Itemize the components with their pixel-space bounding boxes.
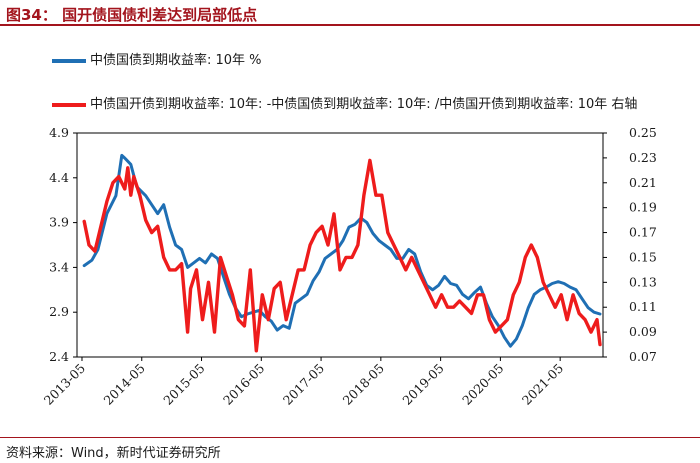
chart-axes: 4.9 4.4 3.9 3.4 2.9 2.4 0.25 0.23 0.21 0.19 0.17 0.…	[41, 125, 657, 408]
source-note: 资料来源：Wind，新时代证券研究所	[6, 446, 221, 461]
chart-title: 图34： 国开债国债利差达到局部低点	[6, 6, 258, 24]
right-tick-label: 0.19	[629, 200, 657, 215]
x-tick-label: 2021-05	[519, 361, 566, 408]
legend-item-1: 中债国债到期收益率: 10年 %	[52, 52, 262, 70]
right-tick-label: 0.15	[629, 249, 657, 264]
left-tick-label: 2.4	[49, 349, 69, 364]
right-tick-label: 0.13	[629, 274, 657, 289]
x-tick-label: 2019-05	[399, 361, 446, 408]
x-tick-label: 2016-05	[220, 361, 267, 408]
series-line-bond-yield	[82, 153, 602, 348]
legend-label-2: 中债国开债到期收益率: 10年: -中债国债到期收益率: 10年: /中债国开债…	[90, 97, 638, 112]
left-tick-label: 4.9	[49, 125, 69, 140]
left-tick-label: 3.9	[49, 215, 69, 230]
right-tick-label: 0.17	[629, 225, 657, 240]
right-tick-label: 0.11	[629, 299, 657, 314]
title-bar: 图34： 国开债国债利差达到局部低点	[0, 0, 700, 26]
left-tick-label: 2.9	[49, 304, 69, 319]
left-tick-label: 4.4	[49, 170, 69, 185]
x-tick-label: 2013-05	[41, 361, 88, 408]
source-bar: 资料来源：Wind，新时代证券研究所	[0, 437, 700, 463]
plot-frame	[76, 132, 604, 358]
x-tick-label: 2020-05	[459, 361, 506, 408]
legend-item-2: 中债国开债到期收益率: 10年: -中债国债到期收益率: 10年: /中债国开债…	[52, 96, 662, 114]
x-tick-label: 2018-05	[340, 361, 387, 408]
right-tick-label: 0.21	[629, 175, 657, 190]
x-tick-label: 2017-05	[280, 361, 327, 408]
right-tick-label: 0.23	[629, 150, 657, 165]
legend-swatch-red	[52, 103, 86, 107]
legend-swatch-blue	[52, 59, 86, 63]
right-tick-label: 0.07	[629, 349, 657, 364]
x-tick-label: 2014-05	[101, 361, 148, 408]
right-tick-label: 0.09	[629, 324, 657, 339]
left-tick-label: 3.4	[49, 259, 69, 274]
series-line-spread-ratio	[82, 158, 602, 353]
chart-plot-area	[82, 153, 602, 353]
x-tick-label: 2015-05	[160, 361, 207, 408]
legend-label-1: 中债国债到期收益率: 10年 %	[90, 53, 262, 68]
right-tick-label: 0.25	[629, 125, 657, 140]
